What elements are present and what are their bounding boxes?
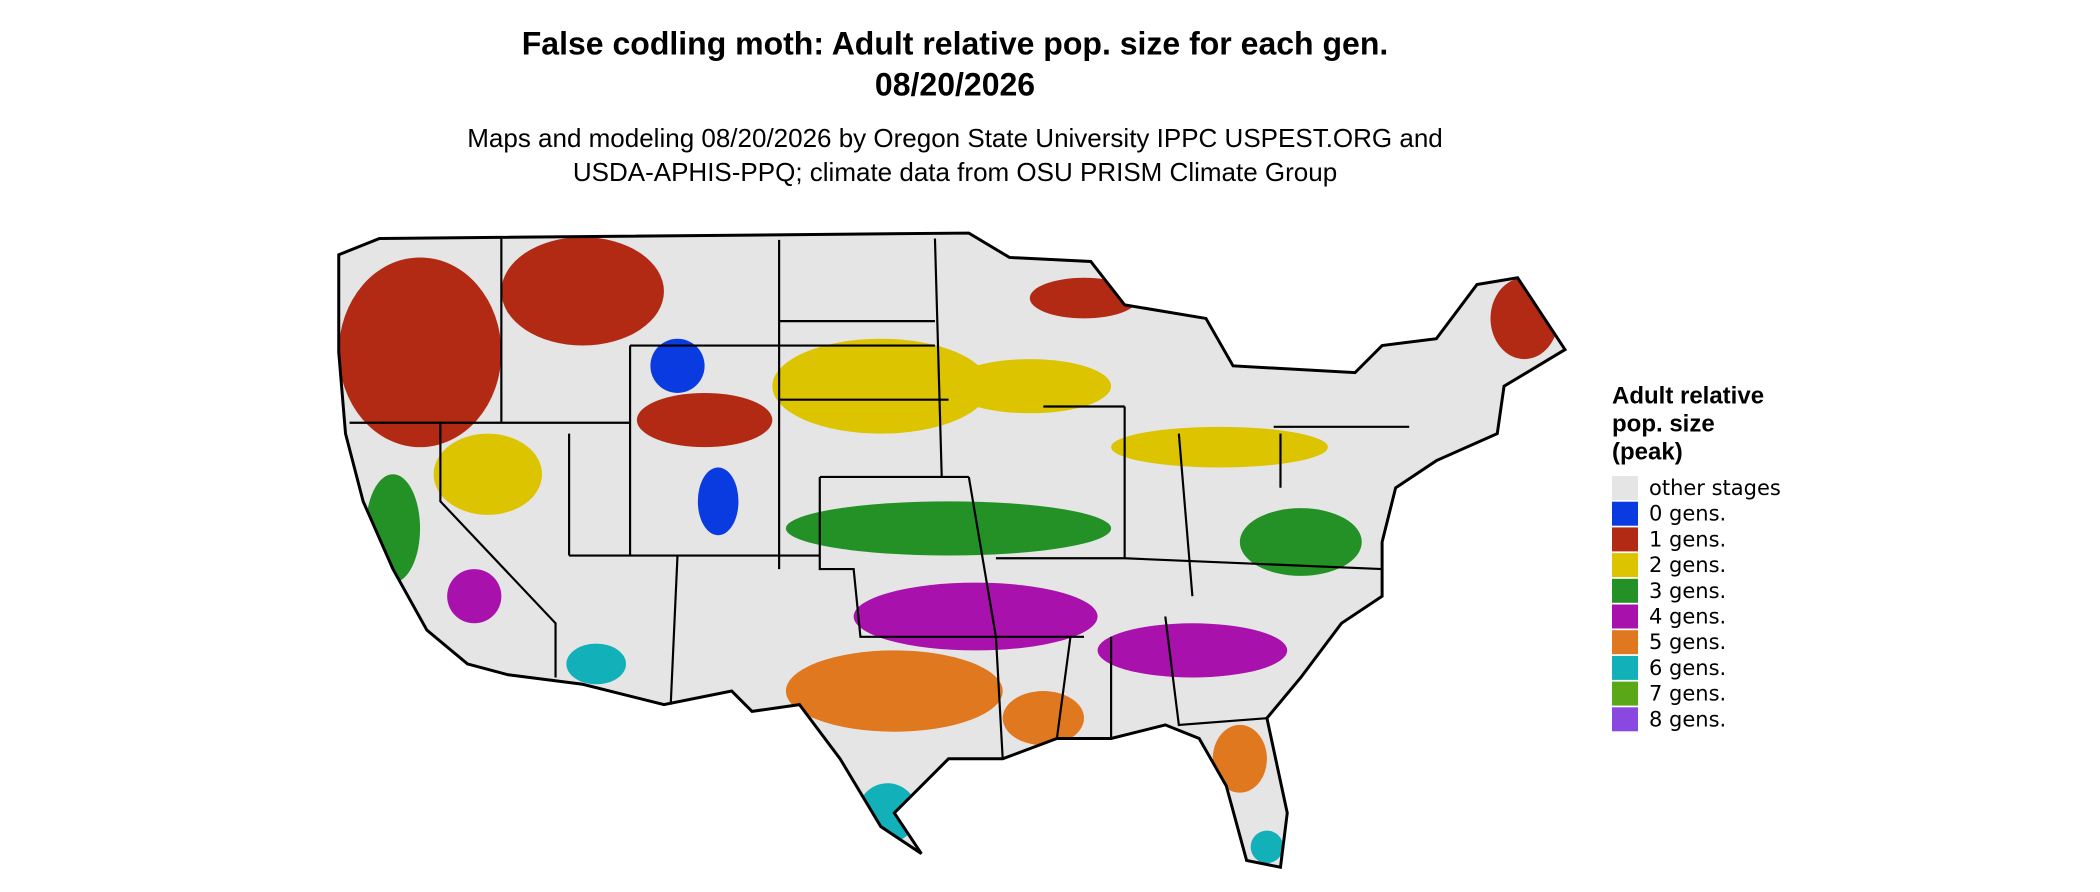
map-region (501, 237, 664, 346)
map-region (772, 338, 990, 434)
map-region (650, 338, 705, 393)
legend-title: Adult relative (1612, 382, 1764, 409)
legend-label: 0 gens. (1649, 502, 1726, 526)
map-region (697, 467, 739, 536)
state-borders (349, 238, 1410, 759)
map-region (1002, 691, 1084, 746)
us-map (337, 231, 1568, 869)
legend-swatch (1612, 527, 1638, 552)
legend-label: 7 gens. (1649, 682, 1726, 706)
title-date: 08/20/2026 (875, 66, 1035, 102)
legend-swatch (1612, 501, 1638, 526)
legend-swatch (1612, 604, 1638, 629)
subtitle: Maps and modeling 08/20/2026 by Oregon S… (467, 123, 1443, 153)
legend-label: 2 gens. (1649, 553, 1726, 577)
map-region (1212, 724, 1267, 793)
map-region (566, 643, 627, 685)
legend-label: 8 gens. (1649, 707, 1726, 731)
map-region (433, 433, 542, 515)
legend-title: pop. size (1612, 410, 1715, 437)
legend-label: other stages (1649, 476, 1781, 500)
map-region (785, 650, 1003, 732)
us-outline (337, 231, 1568, 869)
map-region (1239, 508, 1362, 576)
map-region (1111, 426, 1328, 468)
legend-label: 3 gens. (1649, 579, 1726, 603)
map-region (785, 501, 1112, 556)
legend-label: 4 gens. (1649, 605, 1726, 629)
legend-swatch (1612, 476, 1638, 500)
legend-title: (peak) (1612, 438, 1683, 465)
map-region (1250, 830, 1284, 864)
map-region (948, 359, 1112, 414)
map-region (338, 257, 502, 448)
map-region (1029, 277, 1139, 319)
legend-swatch (1612, 578, 1638, 603)
subtitle: USDA-APHIS-PPQ; climate data from OSU PR… (573, 157, 1337, 187)
legend-swatch (1612, 707, 1638, 732)
map-region (447, 569, 502, 624)
map-region (1097, 623, 1288, 678)
map-region (853, 582, 1098, 651)
legend-swatch (1612, 681, 1638, 706)
legend: Adult relative pop. size (peak) other st… (1612, 382, 1781, 732)
legend-label: 6 gens. (1649, 656, 1726, 680)
legend-label: 1 gens. (1649, 527, 1726, 551)
title: False codling moth: Adult relative pop. … (522, 25, 1389, 61)
map-region (636, 392, 773, 448)
legend-swatch (1612, 553, 1638, 578)
legend-swatch (1612, 630, 1638, 655)
legend-swatch (1612, 655, 1638, 680)
legend-label: 5 gens. (1649, 630, 1726, 654)
